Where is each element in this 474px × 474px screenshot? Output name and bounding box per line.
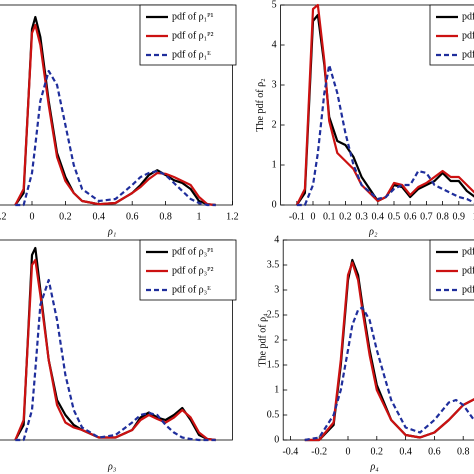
x-tick-label: -0.2 bbox=[0, 211, 7, 222]
x-tick-label: 0 bbox=[311, 211, 316, 222]
y-tick-label: 4 bbox=[272, 39, 277, 50]
x-tick-label: 0.8 bbox=[159, 211, 172, 222]
x-axis-label: ρ₁ bbox=[107, 226, 116, 237]
x-axis-label: ρ₂ bbox=[368, 226, 378, 237]
x-tick-label: 0.3 bbox=[355, 211, 368, 222]
x-tick-label: -0.4 bbox=[282, 446, 298, 457]
legend: pdf of ρ₁ᴾ¹ pdf of ρ₁ᴾ² pdf of ρ₁ᴱ bbox=[139, 4, 237, 66]
legend-label: pdf of ρ₃ᴾ¹ bbox=[172, 246, 213, 257]
y-tick-label: 1.5 bbox=[267, 359, 280, 370]
legend-label: pdf of ρ₄ᴾ² bbox=[462, 265, 474, 276]
x-tick-label: 0.5 bbox=[388, 211, 401, 222]
x-axis-label: ρ₃ bbox=[107, 461, 117, 472]
series-line bbox=[296, 63, 474, 207]
legend: pdf of ρ₃ᴾ¹ pdf of ρ₃ᴾ² pdf of ρ₃ᴱ bbox=[139, 239, 237, 301]
x-tick-label: 0.7 bbox=[420, 211, 433, 222]
x-tick-label: 0.8 bbox=[457, 446, 470, 457]
x-tick-label: 0.4 bbox=[399, 446, 412, 457]
series-line bbox=[295, 3, 474, 206]
series-line bbox=[14, 23, 216, 207]
legend-label: pdf of ρ₁ᴾ² bbox=[172, 30, 213, 41]
series-line bbox=[304, 261, 474, 442]
x-axis-label: ρ₄ bbox=[369, 461, 379, 472]
legend-label: pdf of ρ₄ᴱ bbox=[462, 284, 474, 295]
x-tick-label: 0 bbox=[30, 211, 35, 222]
y-tick-label: 0 bbox=[272, 199, 277, 210]
y-tick-label: 0 bbox=[274, 434, 279, 445]
plot-frame bbox=[0, 4, 233, 206]
x-tick-label: 0.2 bbox=[59, 211, 72, 222]
y-tick-label: 3 bbox=[274, 284, 279, 295]
y-tick-label: 1 bbox=[274, 384, 279, 395]
x-tick-label: 0.9 bbox=[453, 211, 466, 222]
series-line bbox=[304, 306, 474, 442]
x-tick-label: -0.2 bbox=[311, 446, 327, 457]
plot-frame bbox=[0, 239, 233, 441]
series-line bbox=[15, 278, 216, 442]
legend-label: pdf of ρ₂ᴱ bbox=[462, 49, 474, 60]
legend-label: pdf of ρ₁ᴱ bbox=[172, 49, 211, 60]
x-tick-label: 0.2 bbox=[339, 211, 352, 222]
x-tick-label: 1.2 bbox=[226, 211, 239, 222]
x-tick-label: 0.6 bbox=[404, 211, 417, 222]
x-tick-label: 0.6 bbox=[126, 211, 139, 222]
y-axis-label: The pdf of ρ₄ bbox=[257, 313, 268, 367]
legend: pdf of ρ₄ᴾ¹ pdf of ρ₄ᴾ² pdf of ρ₄ᴱ bbox=[429, 239, 474, 301]
x-tick-label: 1 bbox=[197, 211, 202, 222]
legend-label: pdf of ρ₁ᴾ¹ bbox=[172, 11, 213, 22]
y-tick-label: 3.5 bbox=[267, 259, 280, 270]
legend: pdf of ρ₂ᴾ¹ pdf of ρ₂ᴾ² pdf of ρ₂ᴱ bbox=[429, 4, 474, 66]
x-tick-label: 0 bbox=[346, 446, 351, 457]
legend-label: pdf of ρ₄ᴾ¹ bbox=[462, 246, 474, 257]
x-tick-label: 0.1 bbox=[323, 211, 336, 222]
series-line bbox=[15, 69, 216, 207]
x-tick-label: 0.4 bbox=[93, 211, 106, 222]
y-tick-label: 5 bbox=[272, 0, 277, 10]
x-tick-label: 0.6 bbox=[428, 446, 441, 457]
x-tick-label: -0.1 bbox=[289, 211, 305, 222]
x-tick-label: 0.2 bbox=[371, 446, 384, 457]
series-line bbox=[14, 258, 216, 442]
y-tick-label: 2 bbox=[274, 334, 279, 345]
legend-label: pdf of ρ₃ᴾ² bbox=[172, 265, 213, 276]
legend-label: pdf of ρ₂ᴾ² bbox=[462, 30, 474, 41]
x-tick-label: 0.8 bbox=[436, 211, 449, 222]
y-axis-label: The pdf of ρ₂ bbox=[255, 78, 266, 131]
y-tick-label: 0.5 bbox=[267, 409, 280, 420]
legend-label: pdf of ρ₂ᴾ¹ bbox=[462, 11, 474, 22]
y-tick-label: 2 bbox=[272, 119, 277, 130]
x-tick-label: 1 bbox=[473, 211, 474, 222]
x-tick-label: 0.4 bbox=[372, 211, 385, 222]
legend-label: pdf of ρ₃ᴱ bbox=[172, 284, 211, 295]
y-tick-label: 2.5 bbox=[267, 309, 280, 320]
y-tick-label: 4 bbox=[274, 234, 279, 245]
y-tick-label: 1 bbox=[272, 159, 277, 170]
y-tick-label: 3 bbox=[272, 79, 277, 90]
